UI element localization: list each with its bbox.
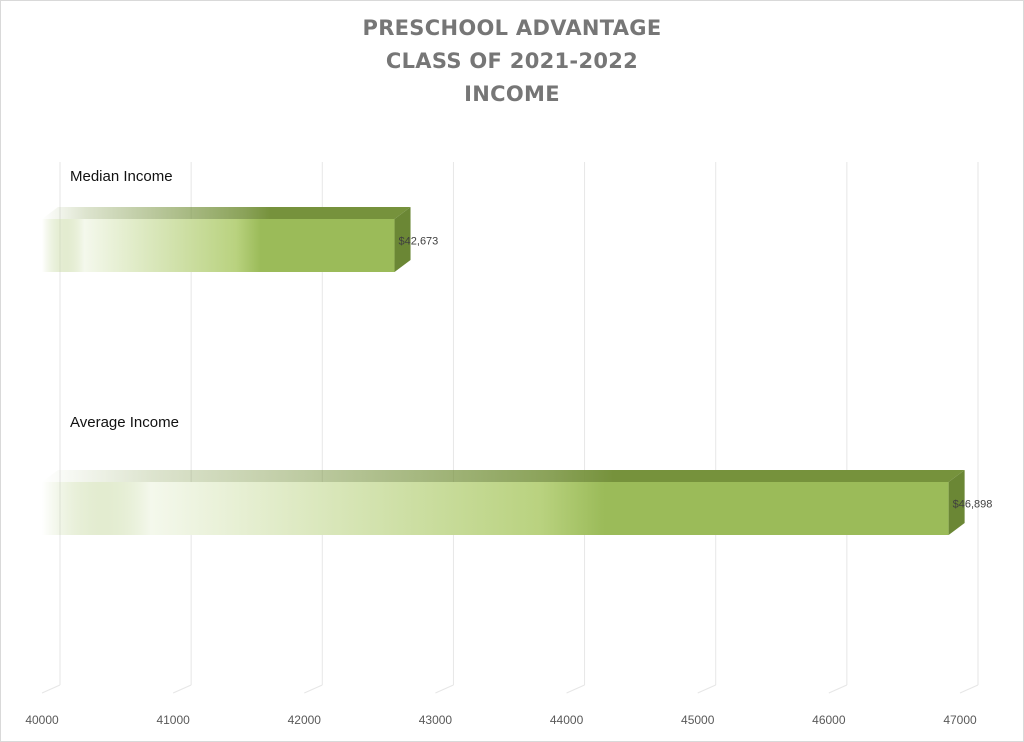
labels: 40000 41000 42000 43000 44000 45000 46000 47000…: [25, 168, 992, 727]
chart-title-line-3: INCOME: [464, 82, 560, 106]
gridline-floor: [172, 684, 192, 694]
bar-side-face: [394, 207, 411, 272]
x-tick-label: 46000: [812, 713, 846, 727]
bar-top-face: [42, 207, 411, 219]
x-tick-label: 44000: [550, 713, 584, 727]
data-label: $46,898: [953, 499, 993, 511]
gridline-floor: [435, 684, 454, 694]
gridline-floor: [697, 684, 716, 694]
chart-title-line-1: PRESCHOOL ADVANTAGE: [362, 16, 662, 40]
category-label: Median Income: [70, 168, 173, 185]
category-label: Average Income: [70, 414, 179, 431]
x-tick-label: 40000: [25, 713, 59, 727]
bars: [42, 207, 965, 535]
gridline-floor: [304, 684, 323, 694]
bar: [42, 470, 965, 535]
gridline-floor: [566, 684, 585, 694]
x-tick-label: 41000: [156, 713, 190, 727]
bar-front-face: [42, 482, 949, 535]
data-label: $42,673: [399, 236, 439, 248]
x-tick-label: 43000: [419, 713, 453, 727]
x-tick-label: 42000: [288, 713, 322, 727]
gridline-floor: [828, 684, 848, 694]
bar: [42, 207, 411, 272]
bar-side-face: [948, 470, 965, 535]
x-tick-label: 47000: [943, 713, 977, 727]
bar-top-face: [42, 470, 965, 482]
x-tick-label: 45000: [681, 713, 715, 727]
gridline-floor: [959, 684, 979, 694]
bar-front-face: [42, 219, 395, 272]
gridline-floor: [41, 684, 61, 694]
chart-title-line-2: CLASS OF 2021-2022: [385, 49, 639, 73]
